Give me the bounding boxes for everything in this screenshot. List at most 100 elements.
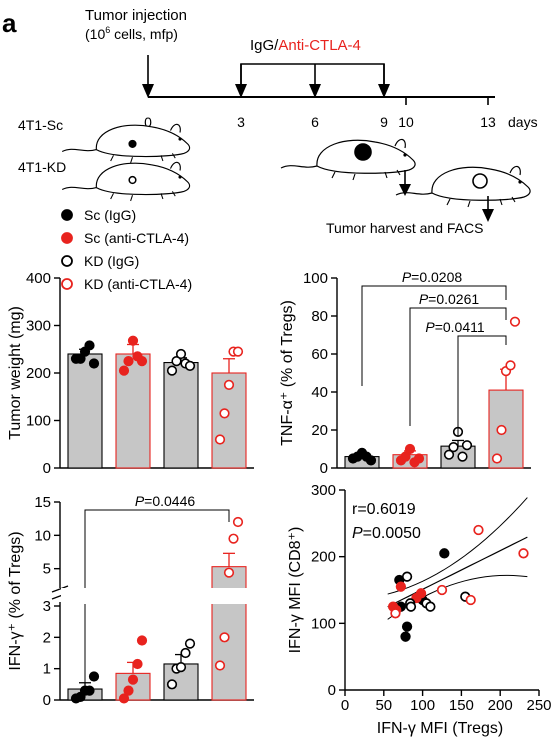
data-point-3-1 [219,408,230,419]
confidence-upper [387,497,528,595]
days-unit: days [508,114,538,130]
scatter-point-1-4 [411,592,422,604]
scatter-y-tick-label-1: 100 [311,615,336,632]
data-point-3-4 [232,346,244,357]
mouse-harvest-kd-ear [509,165,521,176]
bar-2 [163,361,199,469]
harvest-arrow-head-1 [399,184,411,196]
data-point-0-1 [75,353,86,364]
data-point-3-1 [496,424,507,436]
confidence-lower [387,574,528,620]
scatter-x-label: IFN-γ MFI (Tregs) [377,720,504,737]
mouse-harvest-kd-tail [395,192,433,196]
injection-sub: (106 cells, mfp) [85,25,178,42]
data-point-1-0 [118,365,130,376]
data-point-3-3 [505,360,516,371]
data-point-2-0 [166,365,178,376]
scatter-point-3-2 [465,594,476,606]
data-point-2-1 [448,442,459,453]
y-tick-label-6: 15 [34,494,51,511]
mouse-sc-body [95,124,191,158]
data-point-2-3 [457,451,468,462]
mouse-harvest-sc [280,138,416,181]
sig-bracket-1 [409,307,507,426]
arrow-head-day-6 [309,84,321,98]
sig-bracket-2 [457,335,507,436]
mouse-harvest-kd [395,165,531,208]
data-point-3-0 [491,453,503,464]
mouse-kd-body [95,162,191,196]
legend-marker-3 [61,278,73,290]
scatter-y-tick-label-3: 300 [311,482,336,499]
data-point-1-1 [400,451,411,462]
arrow-head-day-9 [378,84,390,98]
chart-scatter: 0 100 200 300 0 50 100 150 200 250 IFN-γ MFI (Treg… [287,482,552,737]
legend-label-0: Sc (IgG) [84,207,136,223]
mouse-harvest-kd-legs [446,196,516,208]
panel-label: a [2,8,17,38]
line-kd-label: 4T1-KD [18,159,66,175]
data-point-1-0 [118,693,130,704]
legend-label-1: Sc (anti-CTLA-4) [84,230,189,246]
mouse-sc-tail [61,148,97,153]
bar-0 [67,353,103,469]
day-label-10: 10 [398,114,414,130]
scatter-x-tick-label-2: 100 [410,697,435,714]
mouse-kd-tumor [128,175,137,185]
data-point-2-0 [166,679,178,690]
scatter-point-3-4 [518,548,529,559]
data-point-3-2 [223,567,235,578]
bar-3 [211,566,247,701]
sig-label-2: P=0.0411 [425,319,485,335]
data-point-2-1 [171,356,182,367]
y-axis-label: Tumor weight (mg) [7,306,24,440]
scatter-point-0-1 [400,631,411,642]
legend-label-2: KD (IgG) [84,253,139,269]
day-label-13: 13 [480,114,496,130]
chart-tumor-weight: 0 100 200 300 400 Tumor weight (mg) [7,270,254,477]
y-tick-label-5: 100 [303,270,328,287]
scatter-point-0-2 [401,621,413,632]
day-label-0: 0 [144,114,152,130]
legend-marker-0 [61,209,73,221]
scatter-x-tick-label-3: 150 [449,697,474,714]
mouse-kd [61,161,191,202]
scatter-r-label: r=0.6019 [352,501,416,518]
mouse-kd-legs [110,191,176,202]
data-point-2-3 [180,647,191,659]
sig-label-0: P=0.0446 [135,493,196,509]
day-label-9: 9 [380,114,388,130]
legend-label-3: KD (anti-CTLA-4) [84,276,192,292]
scatter-point-0-4 [439,548,450,559]
data-point-3-3 [228,533,239,544]
mouse-harvest-sc-tail [280,165,318,169]
data-point-1-2 [127,674,139,685]
axis-break-band [61,588,261,604]
sig-label-1: P=0.0261 [419,291,480,307]
line-sc-label: 4T1-Sc [18,117,63,133]
scatter-point-2-4 [425,601,436,612]
scatter-point-3-0 [390,608,401,619]
y-tick-label-2: 40 [311,384,328,401]
scatter-y-tick-label-0: 0 [328,682,336,699]
y-tick-label-1: 100 [26,413,51,430]
mouse-harvest-sc-ear [394,138,406,149]
day-label-6: 6 [311,114,319,130]
chart-tnf: 0 20 40 60 80 100 TNF-α⁺ (% of Tregs) P=0.0208 P… [279,269,531,477]
scatter-y-label: IFN-γ MFI (CD8⁺) [287,527,304,654]
y-tick-label-3: 300 [26,318,51,335]
regression-line [387,536,528,608]
data-point-1-4 [413,453,425,464]
data-point-3-0 [214,660,226,671]
data-point-0-4 [88,358,100,369]
data-point-1-3 [132,658,143,670]
data-point-1-1 [123,356,134,367]
treatment-label: IgG/Anti-CTLA-4 [250,37,361,54]
data-point-3-4 [232,516,244,528]
y-tick-label-3: 3 [43,598,51,615]
data-point-2-4 [461,440,473,451]
mouse-harvest-kd-tumor [472,173,488,189]
scatter-point-2-2 [405,601,417,612]
harvest-arrow-head-2 [482,209,494,222]
